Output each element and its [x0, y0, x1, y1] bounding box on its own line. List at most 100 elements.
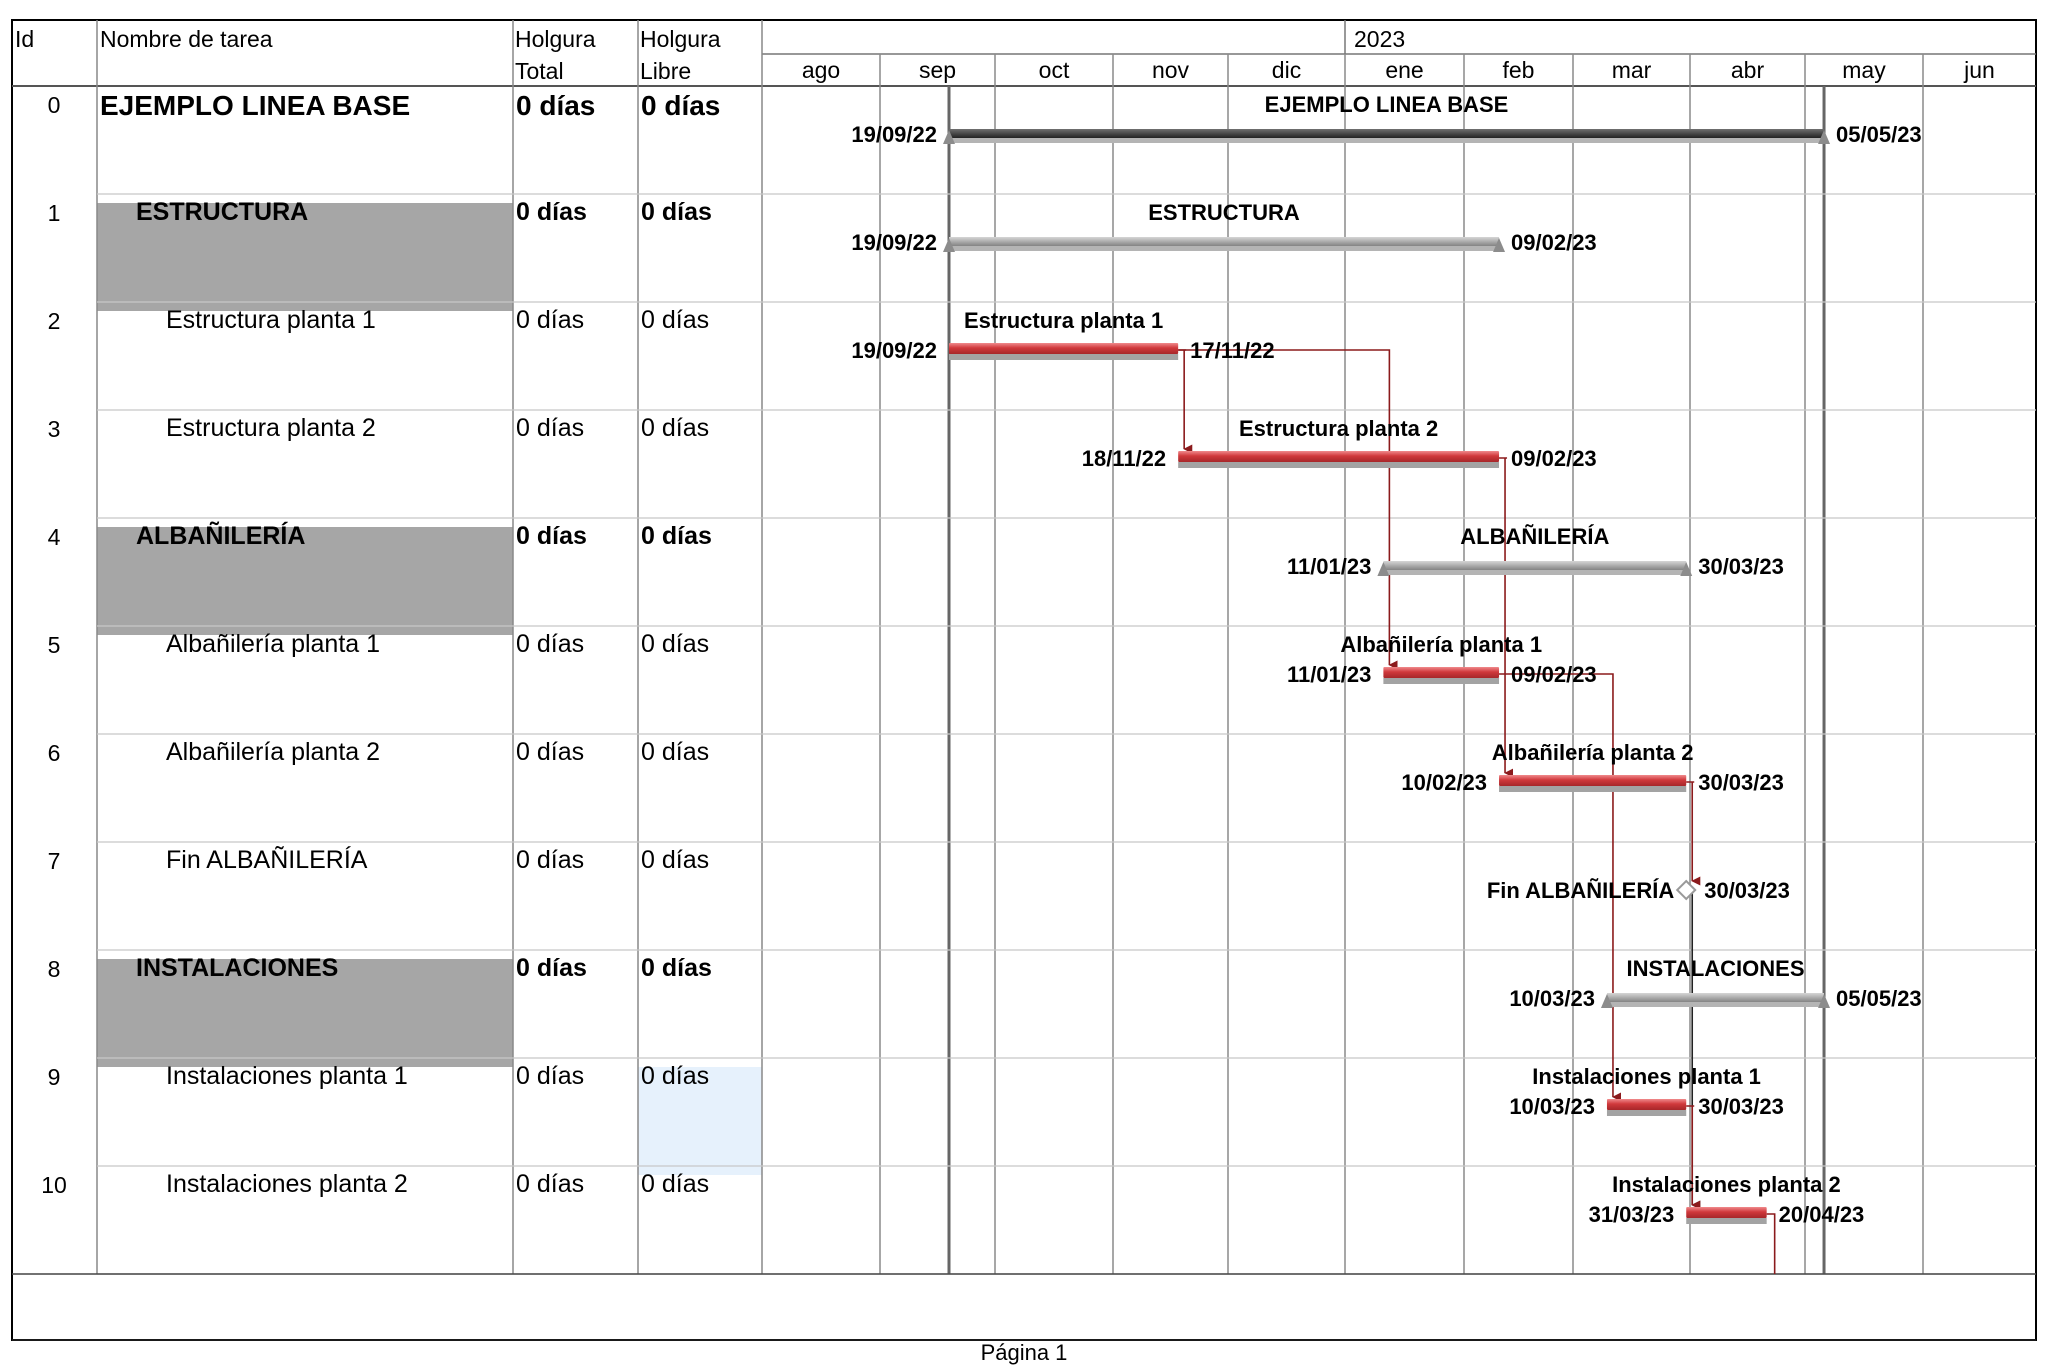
start-date-label: 10/03/23 — [1509, 1094, 1595, 1119]
critical-task-bar[interactable] — [949, 343, 1179, 354]
summary-start-cap — [943, 130, 955, 144]
task-id[interactable]: 8 — [47, 956, 61, 982]
summary-start-cap — [943, 238, 955, 252]
task-id[interactable]: 9 — [47, 1064, 61, 1090]
sheet-border — [11, 19, 2037, 1341]
summary-start-cap — [1377, 562, 1390, 576]
total-slack-value[interactable]: 0 días — [516, 90, 596, 121]
milestone-diamond[interactable] — [1675, 879, 1697, 901]
critical-task-bar[interactable] — [1686, 1207, 1767, 1218]
summary-baseline — [1606, 1002, 1825, 1007]
total-slack-value[interactable]: 0 días — [516, 522, 587, 550]
finish-date-label: 05/05/23 — [1836, 122, 1922, 147]
task-name[interactable]: ALBAÑILERÍA — [136, 522, 306, 550]
summary-bar[interactable] — [1606, 993, 1825, 1003]
task-bar-label: Instalaciones planta 2 — [1612, 1172, 1841, 1197]
finish-date-label: 30/03/23 — [1698, 1094, 1784, 1119]
column-header-total-slack-1[interactable]: Holgura — [515, 26, 596, 52]
total-slack-value[interactable]: 0 días — [516, 1062, 585, 1090]
total-slack-value[interactable]: 0 días — [516, 738, 585, 766]
task-name[interactable]: Instalaciones planta 1 — [166, 1062, 408, 1090]
task-name[interactable]: Fin ALBAÑILERÍA — [166, 846, 368, 874]
free-slack-value[interactable]: 0 días — [641, 738, 710, 766]
free-slack-value[interactable]: 0 días — [641, 90, 721, 121]
task-name[interactable]: ESTRUCTURA — [136, 198, 309, 226]
free-slack-value[interactable]: 0 días — [641, 522, 712, 550]
total-slack-value[interactable]: 0 días — [516, 630, 585, 658]
task-name[interactable]: Albañilería planta 2 — [166, 738, 381, 766]
summary-bar[interactable] — [949, 129, 1825, 139]
free-slack-value[interactable]: 0 días — [641, 954, 712, 982]
task-id[interactable]: 5 — [47, 632, 61, 658]
dependency-link[interactable] — [1178, 349, 1193, 454]
milestone-label: Fin ALBAÑILERÍA — [1487, 878, 1674, 903]
task-name[interactable]: EJEMPLO LINEA BASE — [100, 90, 411, 121]
timescale-year: 2023 — [1354, 26, 1406, 52]
dependency-link[interactable] — [1686, 1105, 1701, 1210]
critical-task-bar[interactable] — [1499, 775, 1687, 786]
month-dic: dic — [1271, 57, 1302, 83]
task-name[interactable]: Estructura planta 2 — [166, 414, 376, 442]
start-date-label: 18/11/22 — [1082, 446, 1166, 471]
task-id[interactable]: 6 — [47, 740, 61, 766]
task-bar-label: Estructura planta 2 — [1239, 416, 1438, 441]
dependency-link[interactable] — [1686, 781, 1701, 886]
column-header-free-slack-1[interactable]: Holgura — [640, 26, 721, 52]
finish-date-label: 30/03/23 — [1704, 878, 1790, 903]
total-slack-value[interactable]: 0 días — [516, 414, 585, 442]
summary-bar[interactable] — [1383, 561, 1687, 571]
task-id[interactable]: 0 — [47, 92, 61, 118]
summary-baseline — [1383, 570, 1687, 575]
column-header-id[interactable]: Id — [15, 26, 35, 52]
critical-task-bar[interactable] — [1178, 451, 1500, 462]
column-header-name[interactable]: Nombre de tarea — [100, 26, 273, 52]
task-name[interactable]: Instalaciones planta 2 — [166, 1170, 408, 1198]
task-id[interactable]: 10 — [41, 1172, 67, 1198]
dependency-link[interactable] — [1499, 673, 1622, 1102]
critical-task-bar[interactable] — [1383, 667, 1500, 678]
task-name[interactable]: Estructura planta 1 — [166, 306, 376, 334]
baseline-bar — [1686, 1218, 1767, 1224]
dependency-link[interactable] — [1499, 457, 1514, 778]
free-slack-value[interactable]: 0 días — [641, 630, 710, 658]
summary-baseline — [949, 246, 1500, 251]
baseline-bar — [1606, 1110, 1687, 1116]
total-slack-value[interactable]: 0 días — [516, 954, 587, 982]
total-slack-value[interactable]: 0 días — [516, 846, 585, 874]
task-id[interactable]: 4 — [47, 524, 61, 550]
start-date-label: 19/09/22 — [851, 338, 937, 363]
free-slack-value[interactable]: 0 días — [641, 846, 710, 874]
free-slack-value[interactable]: 0 días — [641, 1170, 710, 1198]
dependency-link[interactable] — [1178, 349, 1398, 670]
free-slack-value[interactable]: 0 días — [641, 414, 710, 442]
critical-task-bar[interactable] — [1606, 1099, 1687, 1110]
finish-date-label: 20/04/23 — [1779, 1202, 1865, 1227]
task-name[interactable]: INSTALACIONES — [136, 954, 339, 982]
task-name[interactable]: Albañilería planta 1 — [166, 630, 381, 658]
month-ene: ene — [1385, 57, 1424, 83]
column-header-free-slack-2[interactable]: Libre — [640, 58, 692, 84]
selected-cell[interactable] — [638, 1067, 762, 1175]
total-slack-value[interactable]: 0 días — [516, 198, 587, 226]
month-nov: nov — [1151, 57, 1190, 83]
total-slack-value[interactable]: 0 días — [516, 1170, 585, 1198]
task-id[interactable]: 2 — [47, 308, 61, 334]
summary-bar[interactable] — [949, 237, 1500, 247]
task-id[interactable]: 7 — [47, 848, 61, 874]
free-slack-value[interactable]: 0 días — [641, 306, 710, 334]
summary-end-cap — [1818, 130, 1831, 144]
summary-bar-label: ALBAÑILERÍA — [1460, 524, 1609, 549]
total-slack-value[interactable]: 0 días — [516, 306, 585, 334]
summary-end-cap — [1818, 994, 1831, 1008]
finish-date-label: 30/03/23 — [1698, 770, 1784, 795]
free-slack-value[interactable]: 0 días — [641, 198, 712, 226]
free-slack-value[interactable]: 0 días — [641, 1062, 710, 1090]
dependency-link[interactable] — [1766, 1213, 1776, 1274]
task-id[interactable]: 1 — [47, 200, 61, 226]
finish-date-label: 05/05/23 — [1836, 986, 1922, 1011]
summary-end-cap — [1680, 562, 1693, 576]
task-id[interactable]: 3 — [47, 416, 61, 442]
month-abr: abr — [1730, 57, 1765, 83]
column-header-total-slack-2[interactable]: Total — [515, 58, 564, 84]
